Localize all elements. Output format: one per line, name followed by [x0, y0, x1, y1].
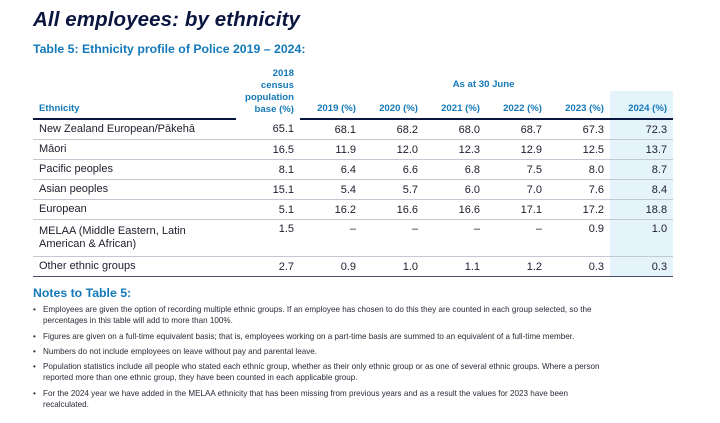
header-year: 2019 (%): [300, 91, 362, 120]
cell: –: [486, 219, 548, 257]
table-row: New Zealand European/Pākehā 65.1 68.1 68…: [33, 119, 674, 140]
page-title: All employees: by ethnicity: [33, 8, 300, 31]
cell: 12.5: [548, 139, 610, 160]
cell: 1.0: [362, 256, 424, 277]
cell: 7.0: [486, 179, 548, 200]
cell: 2.7: [236, 256, 300, 277]
cell: –: [362, 219, 424, 257]
header-year: 2022 (%): [486, 91, 548, 120]
ethnicity-table: 2018 census population base (%) As at 30…: [33, 64, 674, 277]
cell: 68.1: [300, 119, 362, 140]
cell: 1.0: [610, 219, 674, 257]
table-row: European 5.1 16.2 16.6 16.6 17.1 17.2 18…: [33, 199, 674, 220]
cell: 17.1: [486, 199, 548, 220]
table-row: MELAA (Middle Eastern, Latin American & …: [33, 219, 674, 257]
cell: 0.3: [610, 256, 674, 277]
cell: 12.0: [362, 139, 424, 160]
cell: 6.4: [300, 159, 362, 180]
cell: 16.6: [362, 199, 424, 220]
cell: 1.5: [236, 219, 300, 257]
bullet-icon: •: [33, 388, 36, 398]
cell: 7.6: [548, 179, 610, 200]
cell: 5.4: [300, 179, 362, 200]
table-row: Pacific peoples 8.1 6.4 6.6 6.8 7.5 8.0 …: [33, 159, 674, 180]
cell: 12.9: [486, 139, 548, 160]
cell: 1.1: [424, 256, 486, 277]
header-year: 2021 (%): [424, 91, 486, 120]
header-year: 2020 (%): [362, 91, 424, 120]
cell: 15.1: [236, 179, 300, 200]
cell: –: [300, 219, 362, 257]
header-base: 2018 census population base (%): [244, 68, 294, 115]
cell: 68.7: [486, 119, 548, 140]
note-item: • Population statistics include all peop…: [33, 362, 600, 383]
cell: 6.0: [424, 179, 486, 200]
row-label: Other ethnic groups: [33, 256, 236, 277]
cell: 18.8: [610, 199, 674, 220]
header-as-at: As at 30 June: [452, 79, 515, 90]
cell: 0.9: [300, 256, 362, 277]
cell: 0.9: [548, 219, 610, 257]
notes-list: • Employees are given the option of reco…: [33, 304, 693, 414]
cell: 67.3: [548, 119, 610, 140]
cell: 8.1: [236, 159, 300, 180]
table-title: Table 5: Ethnicity profile of Police 201…: [33, 42, 306, 56]
cell: 8.0: [548, 159, 610, 180]
cell: 6.8: [424, 159, 486, 180]
row-label: Māori: [33, 139, 236, 160]
row-label: Pacific peoples: [33, 159, 236, 180]
cell: 16.2: [300, 199, 362, 220]
row-label: New Zealand European/Pākehā: [33, 119, 236, 140]
cell: 12.3: [424, 139, 486, 160]
header-year: 2024 (%): [610, 91, 674, 120]
cell: 11.9: [300, 139, 362, 160]
header-ethnicity: Ethnicity: [33, 91, 236, 120]
cell: 68.2: [362, 119, 424, 140]
cell: 5.1: [236, 199, 300, 220]
cell: 6.6: [362, 159, 424, 180]
cell: 72.3: [610, 119, 674, 140]
note-item: • Figures are given on a full-time equiv…: [33, 331, 575, 341]
bullet-icon: •: [33, 305, 36, 314]
cell: 65.1: [236, 119, 300, 140]
table-row: Asian peoples 15.1 5.4 5.7 6.0 7.0 7.6 8…: [33, 179, 674, 200]
bullet-icon: •: [33, 362, 36, 372]
notes-title: Notes to Table 5:: [33, 286, 132, 300]
bullet-icon: •: [33, 331, 36, 341]
bullet-icon: •: [33, 346, 36, 356]
row-label: European: [33, 199, 236, 220]
cell: 1.2: [486, 256, 548, 277]
note-item: • Employees are given the option of reco…: [33, 305, 592, 326]
table-row: Other ethnic groups 2.7 0.9 1.0 1.1 1.2 …: [33, 256, 674, 277]
cell: 7.5: [486, 159, 548, 180]
row-label: MELAA (Middle Eastern, Latin American & …: [33, 219, 236, 257]
cell: 8.7: [610, 159, 674, 180]
cell: 8.4: [610, 179, 674, 200]
note-item: • For the 2024 year we have added in the…: [33, 388, 569, 410]
cell: –: [424, 219, 486, 257]
cell: 16.5: [236, 139, 300, 160]
cell: 16.6: [424, 199, 486, 220]
cell: 17.2: [548, 199, 610, 220]
table-row: Māori 16.5 11.9 12.0 12.3 12.9 12.5 13.7: [33, 139, 674, 160]
cell: 5.7: [362, 179, 424, 200]
cell: 68.0: [424, 119, 486, 140]
row-label: Asian peoples: [33, 179, 236, 200]
cell: 13.7: [610, 139, 674, 160]
cell: 0.3: [548, 256, 610, 277]
note-item: • Numbers do not include employees on le…: [33, 346, 318, 356]
header-year: 2023 (%): [548, 91, 610, 120]
